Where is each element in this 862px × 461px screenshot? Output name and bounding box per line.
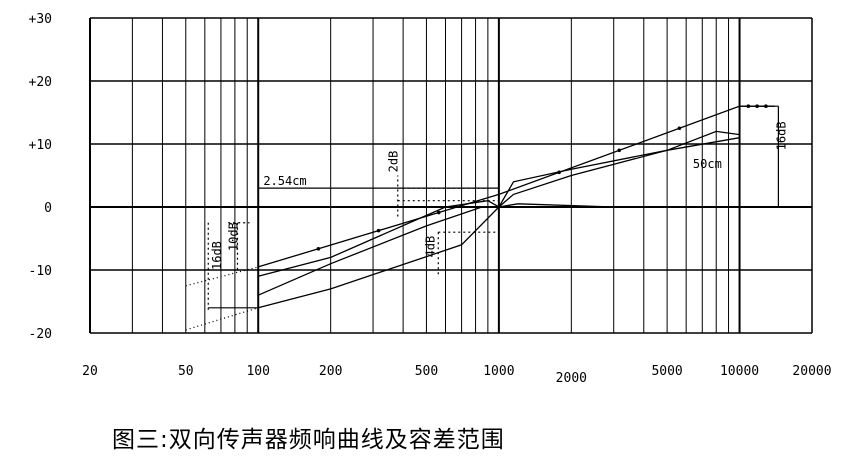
annotation-label: 16dB (774, 121, 788, 150)
series-line-upper-limit (258, 105, 775, 268)
annotation-label: 50cm (693, 157, 722, 171)
x-tick-label: 5000 (651, 364, 682, 379)
y-tick-label: 0 (44, 201, 52, 216)
y-tick-label: -10 (29, 264, 52, 279)
frequency-response-chart: +30 +20 +10 0 -10 -20 20 50 100 200 500 1000 2000 500… (29, 12, 832, 386)
x-tick-label: 50 (178, 364, 194, 379)
x-tick-label: 500 (415, 364, 438, 379)
x-tick-label: 2000 (556, 371, 587, 386)
series-line-lower-limit-ext (185, 307, 259, 331)
annotation-label: 16dB (210, 241, 224, 270)
annotation-label: 2.54cm (263, 174, 306, 188)
series-point (617, 148, 622, 153)
y-tick-label: +10 (29, 138, 52, 153)
x-tick-label: 10000 (720, 364, 759, 379)
series-point (316, 246, 321, 251)
series-line-upper-limit-ext (185, 266, 259, 287)
x-tick-label: 20 (82, 364, 98, 379)
annotation-label: 10dB (226, 222, 240, 251)
series-point (436, 210, 441, 215)
x-tick-label: 100 (246, 364, 269, 379)
x-tick-label: 1000 (483, 364, 514, 379)
x-tick-label: 20000 (792, 364, 831, 379)
series-line-lower-limit (258, 203, 614, 309)
figure-caption: 图三:双向传声器频响曲线及容差范围 (112, 427, 505, 453)
annotation-label: 4dB (423, 236, 437, 258)
y-tick-label: +20 (29, 75, 52, 90)
plot-grid (89, 17, 813, 334)
series-point (376, 228, 381, 233)
y-tick-label: +30 (29, 12, 52, 27)
y-tick-label: -20 (29, 327, 52, 342)
annotation-label: 2dB (387, 151, 401, 173)
x-tick-label: 200 (319, 364, 342, 379)
series-point (677, 126, 682, 131)
tick-labels: +30 +20 +10 0 -10 -20 20 50 100 200 500 1000 2000 500… (29, 12, 832, 386)
series-line-curve-2-54cm (257, 130, 740, 296)
dimension-markers (207, 105, 779, 311)
